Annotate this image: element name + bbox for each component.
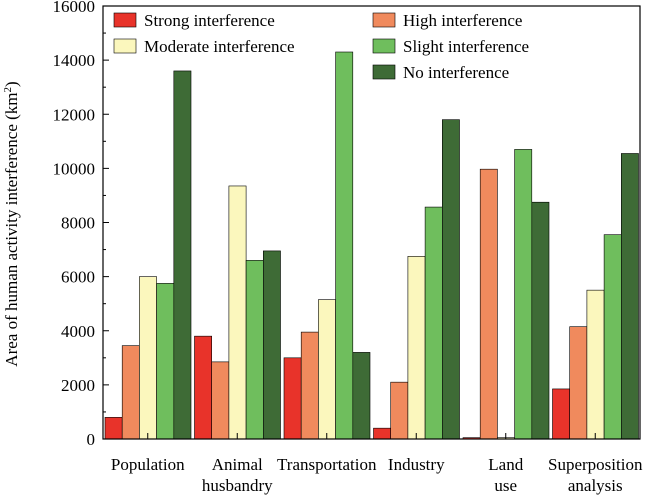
bar-no-interference-2	[352, 352, 371, 440]
legend-swatch	[372, 38, 396, 54]
bar-slight-interference-0	[156, 283, 175, 440]
bar-no-interference-4	[531, 201, 550, 440]
bars	[104, 51, 639, 440]
bar-slight-interference-5	[603, 234, 622, 440]
svg-text:Area of human activity interfe: Area of human activity interference (km2…	[2, 81, 21, 366]
y-axis-title-main: Area of human activity interference (km	[2, 92, 21, 366]
legend-label: Slight interference	[403, 37, 529, 56]
y-tick-label: 6000	[61, 268, 95, 287]
bar-strong-interference-0	[104, 417, 123, 440]
y-axis-title: Area of human activity interference (km2…	[2, 81, 21, 366]
y-tick-label: 12000	[53, 105, 96, 124]
bar-moderate-interference-0	[139, 276, 157, 440]
bar-strong-interference-1	[194, 335, 213, 440]
bar-strong-interference-2	[283, 357, 302, 440]
bar-slight-interference-3	[424, 206, 443, 440]
bar-no-interference-5	[620, 153, 639, 440]
y-tick-label: 4000	[61, 322, 95, 341]
legend-label: No interference	[403, 63, 509, 82]
bar-strong-interference-3	[373, 427, 392, 440]
plot-frame	[102, 5, 641, 440]
bar-slight-interference-4	[514, 149, 533, 440]
y-tick-label: 10000	[53, 159, 96, 178]
legend-swatch	[113, 12, 137, 28]
category-label: Industry	[388, 455, 445, 474]
bar-slight-interference-1	[245, 260, 264, 440]
category-label: husbandry	[202, 476, 273, 495]
y-tick-label: 8000	[61, 214, 95, 233]
category-label: Land	[488, 455, 523, 474]
category-label: Superposition	[548, 455, 643, 474]
legend: Strong interference Moderate interference…	[113, 11, 529, 82]
bar-moderate-interference-1	[228, 185, 247, 440]
bar-high-interference-0	[121, 345, 140, 440]
y-axis-title-sup: 2	[2, 87, 14, 93]
legend-swatch	[113, 38, 137, 54]
y-tick-label: 0	[87, 430, 96, 449]
y-axis-title-tail: )	[2, 81, 21, 87]
legend-label: Moderate interference	[144, 37, 295, 56]
category-label: Transportation	[277, 455, 377, 474]
bar-high-interference-5	[569, 326, 588, 440]
legend-swatch	[372, 12, 396, 28]
bar-high-interference-4	[479, 168, 498, 440]
legend-swatch	[372, 64, 396, 80]
y-axis-ticks: 0 2000 4000 6000 8000 10000 12000 14000 16000	[53, 0, 109, 449]
y-tick-label: 16000	[53, 0, 96, 16]
bar-slight-interference-2	[335, 51, 354, 440]
bar-moderate-interference-3	[407, 256, 426, 440]
bar-moderate-interference-2	[318, 299, 336, 440]
bar-high-interference-2	[300, 331, 319, 440]
bar-strong-interference-5	[552, 388, 571, 440]
bar-high-interference-1	[211, 361, 230, 440]
bar-no-interference-0	[173, 70, 192, 440]
legend-label: Strong interference	[144, 11, 275, 30]
legend-label: High interference	[403, 11, 522, 30]
bar-no-interference-1	[262, 250, 281, 440]
bar-moderate-interference-5	[586, 289, 605, 440]
category-label: use	[494, 476, 517, 495]
bar-no-interference-3	[441, 119, 460, 440]
y-tick-label: 2000	[61, 376, 95, 395]
y-tick-label: 14000	[53, 51, 96, 70]
category-label: Animal	[212, 455, 263, 474]
bar-high-interference-3	[390, 381, 409, 440]
category-label: Population	[111, 455, 185, 474]
category-label: analysis	[568, 476, 623, 495]
